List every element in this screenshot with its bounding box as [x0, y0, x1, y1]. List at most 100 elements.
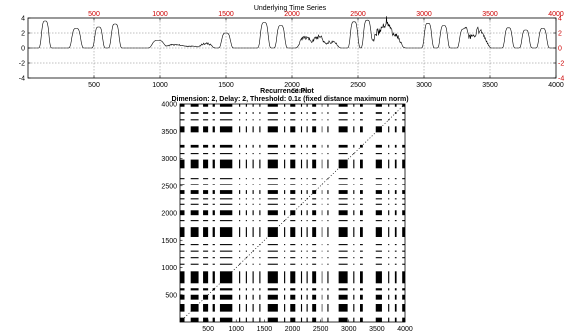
recurrence-block	[259, 220, 261, 222]
recurrence-block	[388, 263, 390, 265]
recurrence-block	[388, 227, 390, 237]
recurrence-block	[239, 104, 241, 107]
recurrence-block	[388, 288, 390, 291]
recurrence-block	[394, 198, 397, 200]
recurrence-block	[353, 263, 355, 265]
recurrence-block	[180, 159, 185, 169]
recurrence-block	[327, 144, 329, 148]
recurrence-block	[212, 178, 215, 180]
recurrence-x-tick-label: 500	[202, 326, 214, 333]
recurrence-y-tick-label: 3000	[161, 156, 177, 163]
recurrence-block	[252, 203, 254, 205]
recurrence-block	[259, 210, 261, 216]
recurrence-block	[267, 210, 278, 216]
recurrence-block	[252, 294, 254, 300]
recurrence-block	[306, 294, 308, 300]
recurrence-block	[338, 250, 348, 252]
recurrence-block	[203, 210, 209, 216]
recurrence-block	[267, 257, 278, 259]
recurrence-block	[290, 198, 296, 200]
recurrence-block	[353, 317, 355, 322]
recurrence-block	[402, 184, 405, 185]
recurrence-block	[239, 244, 241, 246]
recurrence-block	[321, 184, 323, 185]
recurrence-block	[388, 210, 390, 216]
recurrence-block	[375, 227, 382, 237]
recurrence-block	[190, 210, 199, 216]
recurrence-block	[284, 159, 286, 169]
recurrence-block	[267, 126, 278, 133]
recurrence-block	[306, 112, 308, 114]
recurrence-block	[394, 250, 397, 252]
recurrence-block	[360, 304, 363, 312]
recurrence-block	[321, 159, 323, 169]
recurrence-block	[245, 104, 247, 107]
recurrence-block	[312, 244, 317, 246]
recurrence-block	[239, 190, 241, 194]
recurrence-block	[327, 304, 329, 312]
recurrence-block	[327, 126, 329, 133]
recurrence-block	[402, 178, 405, 180]
recurrence-block	[219, 304, 233, 312]
recurrence-block	[180, 304, 185, 312]
recurrence-block	[375, 198, 382, 200]
recurrence-block	[306, 153, 308, 155]
recurrence-block	[360, 198, 363, 200]
recurrence-block	[290, 112, 296, 114]
recurrence-block	[180, 119, 185, 121]
recurrence-block	[259, 294, 261, 300]
recurrence-block	[353, 153, 355, 155]
recurrence-block	[284, 271, 286, 284]
recurrence-block	[239, 184, 241, 185]
recurrence-block	[312, 271, 317, 284]
recurrence-block	[388, 159, 390, 169]
recurrence-block	[321, 250, 323, 252]
recurrence-block	[375, 244, 382, 246]
right-y-tick-label: 4	[558, 16, 562, 23]
recurrence-block	[402, 271, 405, 284]
recurrence-block	[394, 104, 397, 107]
recurrence-block	[245, 227, 247, 237]
recurrence-block	[306, 317, 308, 322]
recurrence-block	[360, 294, 363, 300]
recurrence-block	[267, 244, 278, 246]
bottom-x-tick-label: 1500	[218, 82, 234, 89]
recurrence-block	[259, 144, 261, 148]
recurrence-block	[300, 227, 303, 237]
recurrence-block	[203, 227, 209, 237]
recurrence-block	[312, 203, 317, 205]
recurrence-block	[402, 220, 405, 222]
recurrence-main-diagonal	[179, 103, 406, 323]
recurrence-block	[267, 153, 278, 155]
recurrence-block	[290, 210, 296, 216]
recurrence-block	[312, 294, 317, 300]
recurrence-block	[252, 250, 254, 252]
recurrence-block	[180, 112, 185, 114]
recurrence-block	[402, 112, 405, 114]
recurrence-block	[190, 304, 199, 312]
recurrence-block	[312, 304, 317, 312]
recurrence-block	[327, 159, 329, 169]
recurrence-block	[360, 153, 363, 155]
recurrence-block	[252, 210, 254, 216]
recurrence-block	[245, 144, 247, 148]
recurrence-block	[259, 184, 261, 185]
recurrence-block	[306, 126, 308, 133]
recurrence-block	[388, 126, 390, 133]
recurrence-block	[300, 271, 303, 284]
recurrence-block	[284, 288, 286, 291]
recurrence-block	[245, 119, 247, 121]
recurrence-block	[245, 198, 247, 200]
recurrence-x-tick-label: 3000	[341, 326, 357, 333]
recurrence-block	[284, 126, 286, 133]
time-series-panel: Underlying Time Series 500 1000 1500 2000 25…	[19, 5, 565, 89]
recurrence-block	[327, 190, 329, 194]
recurrence-block	[190, 153, 199, 155]
recurrence-block	[402, 104, 405, 107]
recurrence-block	[239, 112, 241, 114]
recurrence-block	[312, 178, 317, 180]
recurrence-block	[306, 257, 308, 259]
recurrence-block	[239, 153, 241, 155]
recurrence-block	[306, 227, 308, 237]
